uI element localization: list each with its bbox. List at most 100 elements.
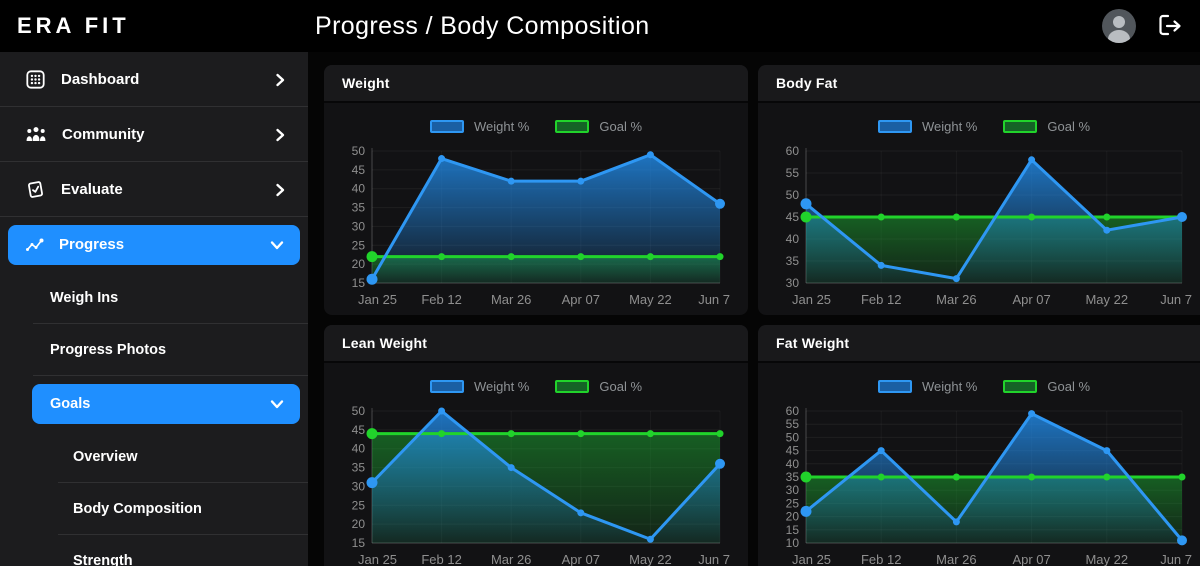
sidebar-item-strength[interactable]: Strength <box>0 535 308 566</box>
svg-text:50: 50 <box>786 430 800 444</box>
svg-text:40: 40 <box>786 457 800 471</box>
sidebar-item-progress-photos[interactable]: Progress Photos <box>0 324 308 376</box>
svg-text:Feb 12: Feb 12 <box>861 552 901 566</box>
body-fat-chart-legend: Weight % Goal % <box>768 109 1200 143</box>
svg-text:Mar 26: Mar 26 <box>936 292 976 307</box>
svg-text:30: 30 <box>786 483 800 497</box>
sidebar-item-label: Dashboard <box>61 71 140 88</box>
svg-text:Jan 25: Jan 25 <box>792 552 831 566</box>
sidebar-item-label: Overview <box>73 449 138 465</box>
chevron-right-icon <box>272 72 288 88</box>
svg-text:55: 55 <box>786 166 800 180</box>
weight-chart-legend: Weight % Goal % <box>334 109 738 143</box>
svg-text:60: 60 <box>786 404 800 418</box>
logout-icon <box>1159 14 1181 36</box>
sidebar-item-evaluate[interactable]: Evaluate <box>0 162 308 217</box>
lean-weight-chart-legend: Weight % Goal % <box>334 369 738 403</box>
svg-text:45: 45 <box>352 423 366 437</box>
legend-item-weight[interactable]: Weight % <box>429 119 529 134</box>
sidebar-item-overview[interactable]: Overview <box>0 431 308 483</box>
sidebar-item-community[interactable]: Community <box>0 107 308 162</box>
legend-item-weight[interactable]: Weight % <box>877 379 977 394</box>
svg-text:Mar 26: Mar 26 <box>936 552 976 566</box>
body-fat-card-title: Body Fat <box>758 65 1200 103</box>
svg-text:30: 30 <box>352 219 366 233</box>
sidebar-item-progress[interactable]: Progress <box>8 224 300 265</box>
svg-text:20: 20 <box>786 510 800 524</box>
app-logo: ERA FIT <box>17 13 130 38</box>
svg-text:Apr 07: Apr 07 <box>562 552 600 566</box>
svg-text:25: 25 <box>786 496 800 510</box>
fat-weight-card-body: Weight % Goal % 10 15 20 25 30 35 40 45 50 55 60 Ja… <box>758 363 1200 566</box>
weight-series-swatch <box>429 119 464 133</box>
svg-text:50: 50 <box>352 404 366 418</box>
sidebar-item-dashboard[interactable]: Dashboard <box>0 52 308 107</box>
fat-weight-card: Fat Weight Weight % Goal % 10 15 20 25 30 35 4… <box>758 325 1200 566</box>
goal-series-swatch <box>1003 119 1038 133</box>
legend-item-goal[interactable]: Goal % <box>1003 379 1090 394</box>
sidebar-item-label: Evaluate <box>61 181 123 198</box>
lean-weight-card-body: Weight % Goal % 15 20 25 30 35 40 45 50 Jan 25 Fe… <box>324 363 748 566</box>
svg-text:Jun 7: Jun 7 <box>698 292 730 307</box>
main-content: Weight Weight % Goal % 15 20 25 30 35 40 45 50 J… <box>308 52 1200 566</box>
person-icon <box>1108 16 1130 43</box>
svg-text:45: 45 <box>786 444 800 458</box>
chevron-right-icon <box>272 127 288 143</box>
sidebar-item-label: Community <box>62 126 145 143</box>
svg-text:35: 35 <box>352 201 366 215</box>
svg-text:15: 15 <box>352 536 366 550</box>
legend-item-weight[interactable]: Weight % <box>429 379 529 394</box>
evaluate-icon <box>25 179 46 200</box>
sidebar-item-body-composition[interactable]: Body Composition <box>0 483 308 535</box>
svg-text:35: 35 <box>352 461 366 475</box>
sidebar-item-label: Strength <box>73 553 133 566</box>
legend-item-goal[interactable]: Goal % <box>555 379 642 394</box>
svg-text:60: 60 <box>786 144 800 158</box>
svg-text:50: 50 <box>352 144 366 158</box>
user-avatar[interactable] <box>1102 9 1136 43</box>
svg-text:55: 55 <box>786 417 800 431</box>
svg-text:40: 40 <box>786 232 800 246</box>
svg-text:30: 30 <box>352 479 366 493</box>
sidebar-item-goals[interactable]: Goals <box>32 383 300 424</box>
legend-item-weight[interactable]: Weight % <box>877 119 977 134</box>
legend-item-goal[interactable]: Goal % <box>555 119 642 134</box>
body-fat-card-body: Weight % Goal % 30 35 40 45 50 55 60 Jan 25 Feb … <box>758 103 1200 315</box>
goal-series-swatch <box>555 119 590 133</box>
legend-item-goal[interactable]: Goal % <box>1003 119 1090 134</box>
svg-text:25: 25 <box>352 498 366 512</box>
svg-text:35: 35 <box>786 254 800 268</box>
svg-text:40: 40 <box>352 182 366 196</box>
weight-series-swatch <box>877 379 912 393</box>
svg-text:May 22: May 22 <box>629 552 672 566</box>
svg-text:Feb 12: Feb 12 <box>861 292 901 307</box>
svg-text:Jan 25: Jan 25 <box>358 552 397 566</box>
svg-text:45: 45 <box>786 210 800 224</box>
weight-card-body: Weight % Goal % 15 20 25 30 35 40 45 50 Jan 25 Fe… <box>324 103 748 315</box>
svg-text:20: 20 <box>352 517 366 531</box>
chevron-right-icon <box>272 182 288 198</box>
fat-weight-card-title: Fat Weight <box>758 325 1200 363</box>
lean-weight-chart-plot: 15 20 25 30 35 40 45 50 Jan 25 Feb 12 Mar 26 Apr 07… <box>334 403 738 566</box>
sidebar-item-label: Progress Photos <box>50 342 167 358</box>
svg-text:Feb 12: Feb 12 <box>421 292 461 307</box>
svg-text:Apr 07: Apr 07 <box>1012 552 1050 566</box>
svg-text:Mar 26: Mar 26 <box>491 552 531 566</box>
sidebar-item-weigh-ins[interactable]: Weigh Ins <box>0 272 308 324</box>
top-bar: ERA FIT Progress / Body Composition <box>0 0 1200 52</box>
sidebar-item-label: Progress <box>59 236 125 253</box>
fat-weight-chart-plot: 10 15 20 25 30 35 40 45 50 55 60 Jan 25 Feb 12 Mar 26… <box>768 403 1200 566</box>
svg-text:45: 45 <box>352 163 366 177</box>
lean-weight-card-title: Lean Weight <box>324 325 748 363</box>
weight-chart-plot: 15 20 25 30 35 40 45 50 Jan 25 Feb 12 Mar 26 Apr 07… <box>334 143 738 315</box>
sidebar-row-progress: Progress <box>0 217 308 272</box>
charts-grid: Weight Weight % Goal % 15 20 25 30 35 40 45 50 J… <box>324 65 1200 566</box>
svg-text:40: 40 <box>352 442 366 456</box>
svg-text:Apr 07: Apr 07 <box>1012 292 1050 307</box>
chevron-down-icon <box>269 237 285 253</box>
svg-text:Jan 25: Jan 25 <box>358 292 397 307</box>
page-title: Progress / Body Composition <box>315 11 650 40</box>
logout-button[interactable] <box>1156 13 1184 39</box>
goal-series-swatch <box>1003 379 1038 393</box>
logo-box: ERA FIT <box>0 13 300 39</box>
